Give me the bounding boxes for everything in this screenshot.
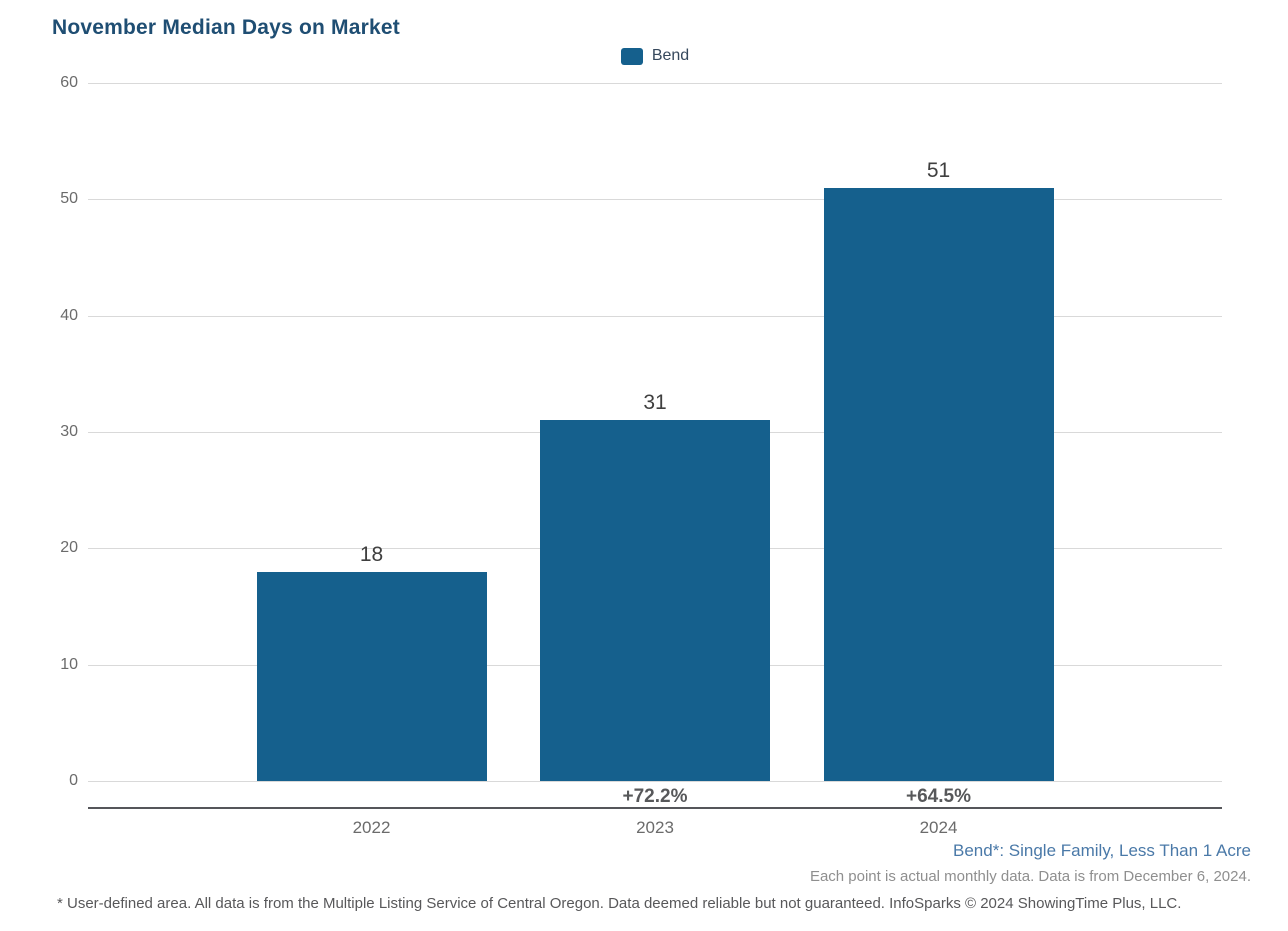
chart-title: November Median Days on Market: [52, 16, 400, 39]
plot-area: 18 31 51: [88, 83, 1222, 782]
bar-value-label-2023: 31: [643, 391, 667, 415]
pct-change-label-2024: +64.5%: [906, 786, 971, 807]
y-tick-label-40: 40: [60, 306, 78, 324]
bar-value-label-2024: 51: [926, 158, 951, 182]
bar-2023[interactable]: [540, 420, 770, 781]
y-tick-label-30: 30: [60, 423, 78, 440]
y-tick-label-20: 20: [60, 539, 78, 557]
gridline-y50: [88, 199, 1222, 201]
legend-label-bend: Bend: [651, 47, 690, 64]
y-tick-label-60: 60: [60, 74, 78, 91]
bar-value-label-2022: 18: [359, 542, 384, 566]
y-tick-label-50: 50: [60, 190, 78, 208]
x-tick-label-2023: 2023: [636, 818, 674, 837]
pct-change-label-2023: +72.2%: [622, 786, 688, 807]
gridline-y40: [88, 315, 1222, 317]
x-tick-label-2024: 2024: [919, 818, 958, 837]
legend[interactable]: Bend: [88, 47, 1222, 65]
bar-2022[interactable]: [256, 571, 487, 781]
disclaimer-footnote: * User-defined area. All data is from th…: [57, 895, 1182, 912]
data-source-note: Each point is actual monthly data. Data …: [809, 868, 1251, 885]
bar-2024[interactable]: [823, 187, 1054, 781]
y-tick-label-10: 10: [60, 655, 78, 673]
gridline-y60: [88, 83, 1222, 84]
y-tick-label-0: 0: [69, 772, 78, 789]
gridline-y0: [88, 781, 1222, 782]
legend-swatch-bend-icon: [620, 47, 643, 65]
x-axis-line: [88, 807, 1222, 809]
x-tick-label-2022: 2022: [352, 818, 391, 837]
series-definition-note: Bend*: Single Family, Less Than 1 Acre: [953, 841, 1251, 860]
